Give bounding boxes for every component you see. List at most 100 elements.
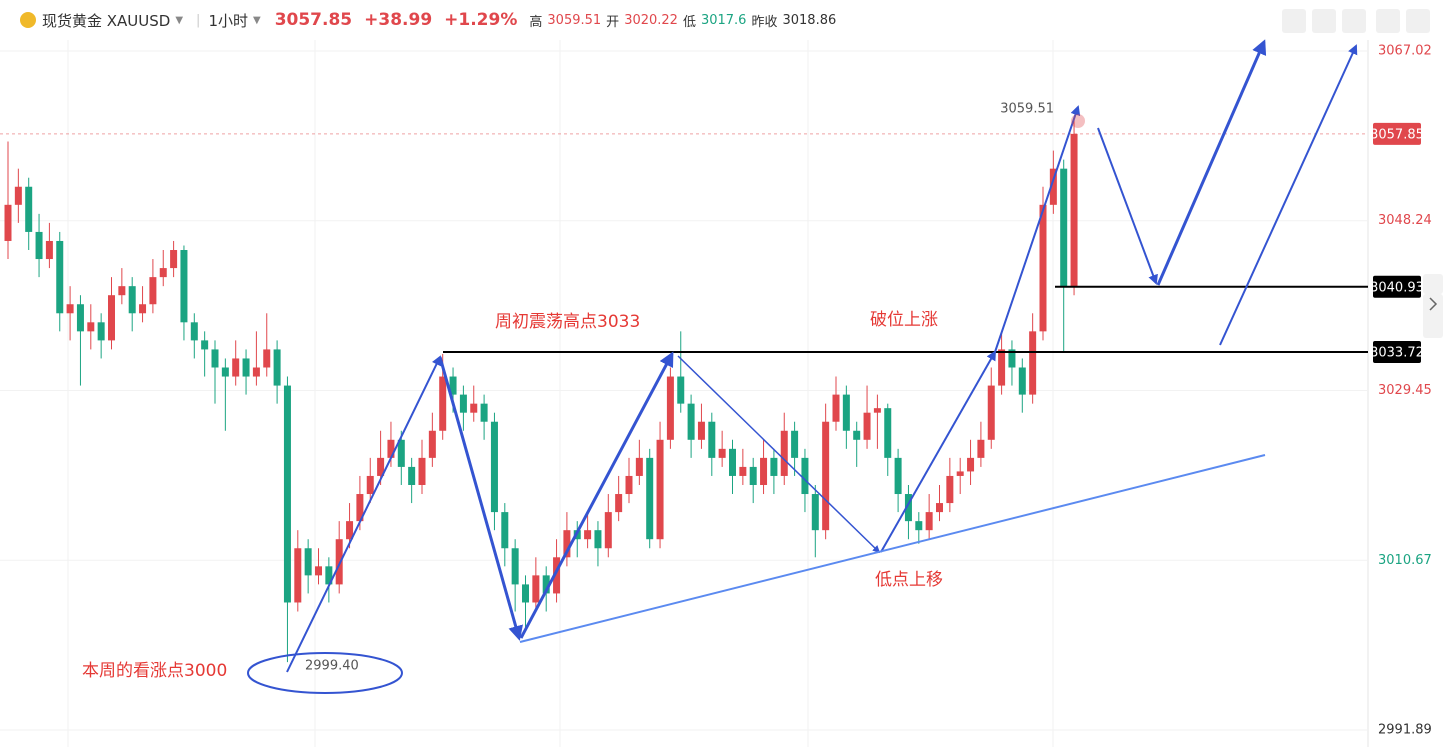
candle-body [873, 408, 881, 413]
candle-body [439, 376, 447, 431]
candle-body [697, 421, 705, 440]
candle-body [594, 530, 602, 549]
tool-button[interactable] [1406, 9, 1430, 33]
candle-body [428, 430, 436, 458]
candle-body [232, 358, 240, 377]
candle-body [490, 421, 498, 513]
candle-body [1070, 133, 1078, 287]
tool-button[interactable] [1312, 9, 1336, 33]
candle-body [387, 439, 395, 458]
candle-body [273, 349, 281, 386]
candle-body [356, 494, 364, 522]
price-box [1373, 340, 1421, 363]
y-tick-label: 3029.45 [1378, 383, 1432, 398]
candle-body [780, 430, 788, 476]
candle-body [118, 286, 126, 296]
candle-body [180, 250, 188, 323]
candle-body [894, 457, 902, 495]
high-label: 高 [529, 14, 543, 30]
open-label: 开 [606, 14, 620, 30]
candle-body [967, 457, 975, 472]
candle-body [884, 408, 892, 458]
candle-body [1029, 331, 1037, 395]
candle-body [242, 358, 250, 377]
annotation: 低点上移 [875, 570, 943, 590]
candle-body [646, 457, 654, 540]
candle-body [729, 448, 736, 476]
candle-body [1060, 168, 1068, 287]
candle-body [201, 340, 209, 350]
candle-body [832, 394, 840, 422]
tool-button[interactable] [1282, 9, 1306, 33]
candle-body [35, 231, 43, 260]
candle-body [366, 475, 374, 495]
trend-arrows [286, 39, 1358, 673]
candle-body [904, 494, 912, 522]
annotation: 本周的看涨点3000 [82, 661, 227, 681]
candle-body [563, 530, 571, 558]
price-box [1373, 122, 1421, 145]
tool-button[interactable] [1342, 9, 1366, 33]
candle-body [956, 471, 964, 476]
candle-body [749, 466, 757, 485]
candle-body [139, 304, 147, 314]
open-value: 3020.22 [624, 12, 678, 28]
y-tick-label: 3010.67 [1378, 553, 1432, 568]
dropdown[interactable]: ▼ [252, 14, 261, 26]
tool-button[interactable] [1376, 9, 1400, 33]
candle-body [553, 557, 561, 594]
candle-body [346, 521, 354, 540]
side-button[interactable] [1423, 294, 1443, 338]
candle-body [822, 421, 830, 531]
candle-body [615, 494, 623, 513]
marker-label: 2999.40 [305, 659, 359, 674]
price-box [1373, 275, 1421, 298]
side-button[interactable] [1423, 274, 1443, 294]
candle-body [4, 204, 12, 241]
y-tick-label: 2991.89 [1378, 723, 1432, 738]
candle-body [45, 240, 53, 260]
side-buttons[interactable] [1423, 274, 1443, 338]
candle-body [635, 457, 643, 476]
candle-body [190, 322, 198, 341]
high-value: 3059.51 [547, 12, 602, 28]
dropdown[interactable]: ▼ [175, 14, 184, 26]
candle-body [252, 367, 260, 377]
candle-body [584, 530, 592, 540]
price-box-label: 3040.93 [1370, 280, 1424, 295]
candle-body [770, 457, 778, 476]
candle-body [76, 304, 84, 332]
price-box-label: 3057.85 [1370, 127, 1424, 142]
interval[interactable]: 1小时 [208, 11, 248, 30]
candle-body [739, 466, 747, 476]
candle-body [211, 349, 219, 368]
support-line [519, 454, 1266, 643]
low-label: 低 [682, 14, 696, 30]
candle-body [811, 494, 819, 531]
candle-body [449, 376, 457, 395]
price-box-label: 3033.72 [1370, 345, 1424, 360]
candle-body [522, 584, 529, 603]
change: +38.99 [364, 10, 433, 30]
candle-body [97, 322, 105, 341]
price-axis [1368, 40, 1447, 747]
candle-body [656, 439, 664, 540]
candle-body [842, 394, 850, 431]
change-pct: +1.29% [444, 10, 518, 30]
marker-label: 3059.51 [1000, 101, 1054, 116]
candle-body [987, 385, 995, 440]
candle-body [377, 457, 385, 476]
candle-body [294, 548, 302, 603]
candle-body [1049, 168, 1057, 205]
candle-body [408, 466, 416, 485]
candle-body [149, 277, 157, 305]
collapse-icon [1429, 297, 1438, 311]
candle-body [791, 430, 799, 458]
divider: | [196, 12, 201, 28]
candle-body [56, 240, 64, 314]
candle-body [263, 349, 271, 368]
candle-body [853, 430, 861, 440]
candle-body [1008, 349, 1016, 368]
y-tick-label: 3048.24 [1378, 213, 1432, 228]
